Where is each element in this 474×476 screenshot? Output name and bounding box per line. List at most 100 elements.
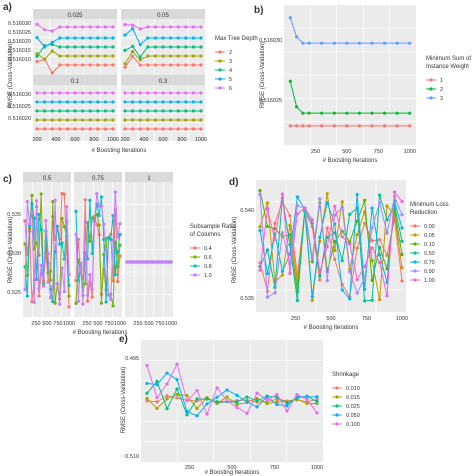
- panel-a-facet-0-series-0-point: [73, 63, 77, 67]
- panel-d-series-5-point: [280, 231, 285, 235]
- panel-e-series-3-point: [155, 383, 159, 387]
- panel-e-series-1-point: [255, 396, 259, 401]
- panel-d-series-6-point: [392, 190, 397, 194]
- panel-a-facet-2-series-2-point: [96, 109, 100, 113]
- panel-a-facet-0-series-3-point: [35, 36, 39, 40]
- panel-a-facet-0-series-4-point: [73, 25, 77, 29]
- panel-d-xlabel: # Boosting Iterations: [304, 325, 359, 331]
- panel-b-series-2-point: [370, 41, 374, 45]
- panel-a-facet-3-series-2-point: [176, 109, 180, 113]
- panel-a-facet-2-series-1-point: [43, 118, 47, 122]
- panel-d-series-4-point: [370, 206, 374, 210]
- panel-c-facet-0-series-3-point: [46, 252, 50, 256]
- panel-a-facet-0-series-2-point: [103, 45, 107, 49]
- panel-a-facet-1-series-0-point: [191, 63, 195, 67]
- panel-d-series-1-point: [280, 273, 285, 277]
- panel-c-facet-0-series-2-point: [51, 299, 55, 304]
- panel-b-series-1-point: [382, 111, 387, 115]
- panel-d-legend-entry: 0.70: [424, 260, 435, 266]
- panel-a-facet-2-series-0-point: [58, 127, 62, 131]
- panel-a-legend-key-point: [218, 86, 222, 90]
- panel-c-facet-0-series-0-point: [23, 219, 27, 223]
- panel-c-facet-1-series-3-point: [85, 293, 90, 297]
- panel-b-series-2-point: [320, 41, 324, 45]
- panel-d-series-2-point: [400, 252, 404, 257]
- panel-d-series-2-point: [370, 278, 374, 283]
- panel-a-facet-3-series-1-point: [184, 118, 188, 122]
- panel-d-series-5-point: [385, 231, 389, 235]
- panel-b-series-2-point: [332, 41, 336, 45]
- panel-d-series-4-point: [400, 226, 404, 230]
- panel-a-facet-1-strip-bg: [121, 9, 205, 19]
- panel-d-legend-entry: 0.50: [424, 251, 435, 257]
- panel-a-facet-1-series-1-point: [169, 54, 173, 58]
- panel-a-facet-2-series-3-point: [58, 100, 62, 104]
- panel-b-series-2-point: [395, 41, 399, 45]
- panel-a-facet-1-series-1-point: [184, 54, 188, 58]
- panel-c-facet-1-series-3-point: [109, 297, 113, 302]
- panel-a-facet-3-series-1-point: [138, 118, 142, 122]
- panel-c-legend-entry: 1.0: [204, 273, 212, 279]
- panel-c-facet-0-strip-bg: [23, 172, 71, 182]
- panel-a-facet-3-xtick: 400: [139, 137, 148, 143]
- panel-b-xtick: 500: [342, 149, 351, 155]
- panel-d-series-6-point: [377, 260, 382, 265]
- panel-e-series-3-line: [146, 372, 318, 417]
- panel-e-legend-key-point: [335, 404, 339, 408]
- panel-a-facet-2-series-3-point: [73, 100, 77, 104]
- panel-b-series-0-point: [301, 124, 305, 128]
- panel-a-facet-3-series-3-point: [138, 100, 142, 104]
- panel-b-series-0-point: [332, 124, 336, 128]
- panel-c-facet-2-strip-label: 1: [147, 176, 151, 182]
- panel-b-series-1-point: [395, 111, 399, 115]
- panel-d-series-4-point: [355, 192, 359, 197]
- panel-a-facet-3-series-1-point: [191, 118, 195, 122]
- panel-c-facet-1-series-2-point: [113, 272, 117, 277]
- panel-e-series-0-point: [165, 394, 169, 398]
- panel-a-legend-key-point: [218, 59, 222, 63]
- panel-c-facet-1-series-3-line: [75, 192, 121, 305]
- panel-a-facet-1-series-2-point: [146, 45, 150, 49]
- panel-d-series-4-point: [265, 271, 270, 276]
- panel-c-ytick: 0.530: [7, 251, 21, 257]
- panel-a-facet-3-series-2-point: [131, 109, 135, 113]
- panel-d-series-3-point: [370, 298, 374, 302]
- panel-a-facet-3-series-0-point: [176, 127, 180, 131]
- panel-d-series-3-point: [348, 212, 352, 216]
- panel-e-series-0-point: [175, 396, 179, 400]
- panel-c-facet-0-series-3-point: [23, 288, 27, 292]
- panel-d-series-6-point: [400, 199, 404, 204]
- panel-a-facet-3-series-3-point: [184, 100, 188, 104]
- panel-d-series-6-point: [363, 264, 367, 269]
- panel-a-facet-3-series-4-point: [146, 91, 150, 95]
- panel-a-facet-3-xtick: 800: [177, 137, 186, 143]
- panel-a-facet-1-series-0-point: [153, 63, 157, 67]
- panel-d-series-5-point: [295, 203, 299, 208]
- panel-c-legend-title: Subsample Ratio: [190, 224, 236, 230]
- panel-e-series-2-point: [165, 407, 169, 411]
- panel-d-series-2-point: [333, 240, 337, 244]
- panel-c-facet-1-series-1-point: [118, 243, 122, 247]
- panel-a-facet-0-series-2-point: [111, 45, 115, 49]
- panel-c-facet-2-series-3-point: [132, 260, 136, 264]
- panel-a-facet-3-series-0-point: [153, 127, 157, 131]
- panel-d-series-4-line: [259, 194, 403, 301]
- panel-d-legend-entry: 1.00: [424, 278, 435, 284]
- panel-e-series-1-point: [275, 400, 279, 404]
- panel-d-series-6-point: [355, 278, 359, 282]
- panel-a-facet-2-series-2-point: [58, 109, 62, 113]
- panel-c-facet-0-series-2-point: [39, 228, 43, 232]
- panel-e-series-1-point: [165, 397, 169, 401]
- panel-c-facet-1-series-3-point: [104, 249, 108, 253]
- panel-c-facet-2-series-3-point: [125, 260, 129, 264]
- panel-d-series-1-point: [355, 233, 359, 237]
- panel-c-facet-0-series-3-point: [28, 222, 32, 226]
- panel-e-legend-key-point: [335, 395, 339, 399]
- panel-a-facet-2-series-0-point: [88, 127, 92, 131]
- panel-d-series-6-point: [318, 270, 322, 274]
- panel-a-facet-1-series-2-point: [138, 55, 142, 59]
- panel-a-facet-3-series-1-point: [146, 118, 150, 122]
- panel-a-facet-0-series-4-point: [81, 25, 85, 29]
- panel-d-series-6-point: [280, 192, 285, 196]
